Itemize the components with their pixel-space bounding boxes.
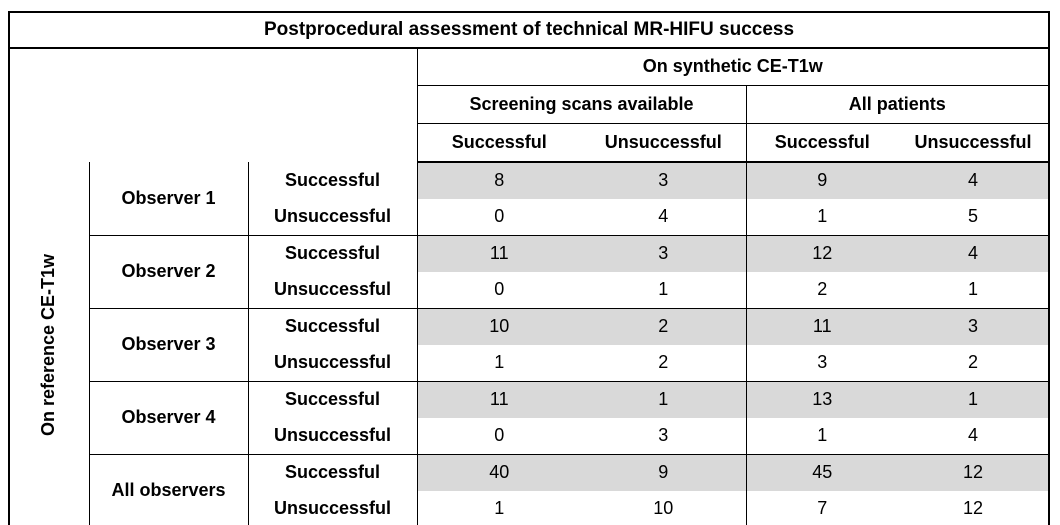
- data-cell: 0: [417, 272, 581, 309]
- outcome-label: Unsuccessful: [248, 199, 418, 236]
- data-cell: 12: [898, 454, 1049, 491]
- data-cell: 2: [898, 345, 1049, 382]
- outcome-label: Successful: [248, 454, 418, 491]
- data-cell: 8: [417, 162, 581, 199]
- data-cell: 0: [417, 418, 581, 455]
- data-cell: 1: [746, 418, 898, 455]
- observer-label: Observer 1: [89, 162, 249, 236]
- observer-label: Observer 3: [89, 308, 249, 382]
- data-cell: 4: [898, 418, 1049, 455]
- data-cell: 0: [417, 199, 581, 236]
- observer-label: Observer 4: [89, 381, 249, 455]
- data-cell: 4: [898, 235, 1049, 272]
- data-cell: 1: [417, 345, 581, 382]
- data-cell: 9: [581, 454, 747, 491]
- data-cell: 5: [898, 199, 1049, 236]
- subheader-screening-unsuccessful: Unsuccessful: [581, 123, 747, 163]
- data-cell: 1: [417, 491, 581, 525]
- data-cell: 12: [746, 235, 898, 272]
- table-title: Postprocedural assessment of technical M…: [9, 12, 1049, 49]
- data-cell: 3: [898, 308, 1049, 345]
- outcome-label: Unsuccessful: [248, 491, 418, 525]
- observer-label: Observer 2: [89, 235, 249, 309]
- data-cell: 11: [417, 235, 581, 272]
- data-cell: 40: [417, 454, 581, 491]
- outcome-label: Successful: [248, 381, 418, 418]
- data-cell: 11: [417, 381, 581, 418]
- header-all-patients: All patients: [746, 85, 1049, 124]
- data-cell: 2: [581, 308, 747, 345]
- data-cell: 45: [746, 454, 898, 491]
- header-empty-block: [9, 48, 418, 162]
- data-cell: 7: [746, 491, 898, 525]
- subheader-allpatients-successful: Successful: [746, 123, 898, 163]
- mr-hifu-assessment-table: Postprocedural assessment of technical M…: [8, 11, 1050, 525]
- row-axis-label-reference: On reference CE-T1w: [38, 253, 59, 436]
- data-cell: 1: [581, 272, 747, 309]
- data-cell: 1: [581, 381, 747, 418]
- header-screening-scans: Screening scans available: [417, 85, 747, 124]
- observer-label: All observers: [89, 454, 249, 525]
- data-cell: 3: [581, 418, 747, 455]
- data-cell: 3: [581, 162, 747, 199]
- data-cell: 13: [746, 381, 898, 418]
- data-cell: 9: [746, 162, 898, 199]
- header-on-synthetic: On synthetic CE-T1w: [417, 48, 1049, 86]
- outcome-label: Successful: [248, 162, 418, 199]
- data-cell: 2: [746, 272, 898, 309]
- data-cell: 3: [581, 235, 747, 272]
- data-cell: 1: [898, 381, 1049, 418]
- outcome-label: Unsuccessful: [248, 418, 418, 455]
- data-cell: 4: [581, 199, 747, 236]
- outcome-label: Unsuccessful: [248, 272, 418, 309]
- data-cell: 12: [898, 491, 1049, 525]
- data-cell: 3: [746, 345, 898, 382]
- subheader-screening-successful: Successful: [417, 123, 581, 163]
- data-cell: 4: [898, 162, 1049, 199]
- subheader-allpatients-unsuccessful: Unsuccessful: [898, 123, 1049, 163]
- data-cell: 1: [898, 272, 1049, 309]
- data-cell: 11: [746, 308, 898, 345]
- data-cell: 10: [417, 308, 581, 345]
- outcome-label: Successful: [248, 308, 418, 345]
- outcome-label: Unsuccessful: [248, 345, 418, 382]
- row-axis-cell: On reference CE-T1w: [9, 162, 90, 525]
- data-cell: 2: [581, 345, 747, 382]
- data-cell: 1: [746, 199, 898, 236]
- outcome-label: Successful: [248, 235, 418, 272]
- data-cell: 10: [581, 491, 747, 525]
